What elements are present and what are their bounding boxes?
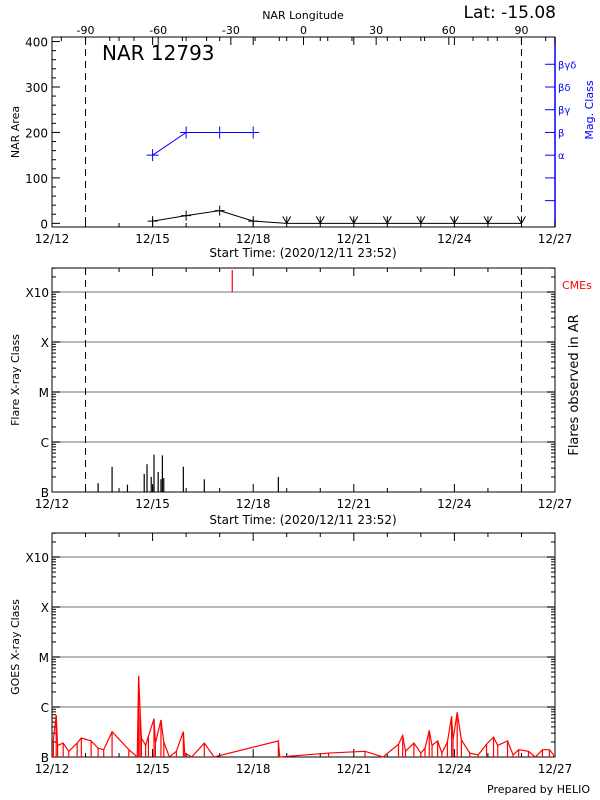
- x-tick-label: 12/27: [538, 232, 573, 246]
- nar-area-point: [214, 205, 225, 216]
- longitude-tick-label: 60: [442, 24, 456, 37]
- nar-area-upper-limit-arrow: [483, 216, 493, 225]
- x-tick-label: 12/27: [538, 497, 573, 511]
- top-axis-title: NAR Longitude: [262, 9, 344, 22]
- x-tick-label: 12/24: [437, 232, 472, 246]
- x-tick-label: 12/18: [236, 497, 271, 511]
- panel2-ylabel: Flare X-ray Class: [9, 334, 22, 426]
- panel1-ylabel: NAR Area: [9, 106, 22, 158]
- goes-xray-line: [52, 675, 555, 759]
- x-tick-label: 12/18: [236, 232, 271, 246]
- x-tick-label: 12/12: [35, 232, 70, 246]
- y-tick-label: X: [41, 601, 49, 615]
- x-tick-label: 12/27: [538, 762, 573, 776]
- mag-class-point: [180, 126, 193, 139]
- y-tick-label: C: [41, 436, 49, 450]
- nar-area-upper-limit-arrow: [449, 216, 459, 225]
- x-tick-label: 12/21: [337, 232, 372, 246]
- x-tick-label: 12/15: [135, 497, 170, 511]
- mag-class-label: β: [558, 128, 564, 139]
- nar-area-point: [147, 216, 158, 227]
- nar-area-line: [152, 210, 522, 224]
- panel3-ylabel: GOES X-ray Class: [9, 599, 22, 695]
- nar-area-upper-limit-arrow: [517, 216, 526, 225]
- mag-class-label: βγ: [558, 106, 570, 117]
- x-tick-label: 12/24: [437, 497, 472, 511]
- mag-class-label: α: [558, 151, 565, 162]
- longitude-tick-label: -90: [77, 24, 95, 37]
- footer-credit: Prepared by HELIO: [487, 783, 590, 796]
- mag-class-point: [247, 126, 260, 139]
- longitude-tick-label: 30: [369, 24, 383, 37]
- x-tick-label: 12/24: [437, 762, 472, 776]
- y-tick-label: 300: [25, 81, 48, 95]
- nar-area-upper-limit-arrow: [416, 216, 426, 225]
- panel2-y2label: Flares observed in AR: [567, 314, 582, 455]
- x-tick-label: 12/21: [337, 762, 372, 776]
- x-tick-label: 12/12: [35, 497, 70, 511]
- x-tick-label: 12/15: [135, 232, 170, 246]
- y-tick-label: 200: [25, 126, 48, 140]
- nar-area-point: [181, 210, 192, 221]
- x-tick-label: 12/18: [236, 762, 271, 776]
- longitude-tick-label: 0: [300, 24, 307, 37]
- panel2-frame: [51, 267, 556, 493]
- y-tick-label: C: [41, 701, 49, 715]
- y-tick-label: 100: [25, 172, 48, 186]
- y-tick-label: B: [41, 486, 49, 500]
- x-tick-label: 12/12: [35, 762, 70, 776]
- y-tick-label: M: [39, 386, 49, 400]
- longitude-tick-label: 90: [514, 24, 528, 37]
- nar-area-point: [248, 216, 259, 227]
- nar-area-upper-limit-arrow: [315, 216, 325, 225]
- y-tick-label: X: [41, 336, 49, 350]
- x-tick-label: 12/15: [135, 762, 170, 776]
- y-tick-label: 0: [40, 217, 48, 231]
- y-tick-label: M: [39, 651, 49, 665]
- cme-label: CMEs: [562, 279, 592, 292]
- panel3-frame: [51, 532, 556, 758]
- y-tick-label: B: [41, 751, 49, 765]
- longitude-tick-label: -60: [149, 24, 167, 37]
- mag-class-label: βγδ: [558, 60, 576, 71]
- latitude-label: Lat: -15.08: [464, 3, 557, 23]
- panel1-y2label: Mag. Class: [583, 80, 596, 139]
- mag-class-line: [152, 131, 254, 156]
- panel1-frame: [51, 36, 556, 228]
- nar-area-upper-limit-arrow: [349, 216, 359, 225]
- mag-class-point: [213, 126, 226, 139]
- mag-class-label: βδ: [558, 83, 571, 94]
- nar-area-upper-limit-arrow: [382, 216, 392, 225]
- mag-class-point: [146, 149, 159, 162]
- y-tick-label: X10: [26, 551, 50, 565]
- panel2-xlabel: Start Time: (2020/12/11 23:52): [209, 513, 396, 527]
- longitude-tick-label: -30: [222, 24, 240, 37]
- y-tick-label: X10: [26, 286, 50, 300]
- panel1-xlabel: Start Time: (2020/12/11 23:52): [209, 246, 396, 260]
- x-tick-label: 12/21: [337, 497, 372, 511]
- y-tick-label: 400: [25, 36, 48, 50]
- nar-area-upper-limit-arrow: [282, 216, 292, 225]
